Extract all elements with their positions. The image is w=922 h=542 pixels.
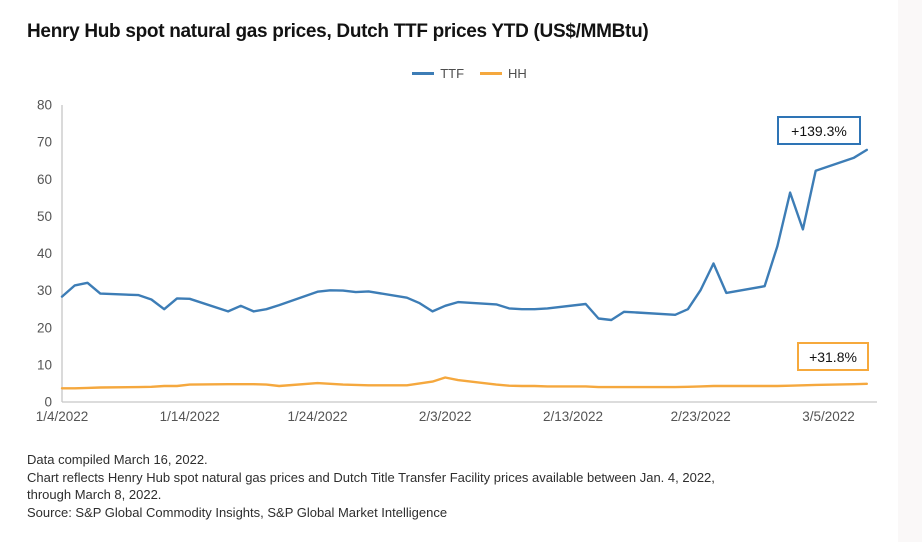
legend-line-swatch-ttf — [412, 72, 435, 75]
y-axis-tick-label: 20 — [37, 320, 52, 335]
hh-ytd-change-annotation: +31.8% — [797, 342, 869, 371]
x-axis-tick-label: 2/23/2022 — [671, 409, 731, 424]
x-axis-tick-label: 1/4/2022 — [36, 409, 89, 424]
x-axis-tick-label: 3/5/2022 — [802, 409, 855, 424]
footnote-description-line1: Chart reflects Henry Hub spot natural ga… — [27, 469, 715, 485]
y-axis-tick-label: 0 — [44, 395, 52, 410]
series-line-ttf — [60, 148, 868, 322]
ttf-ytd-change-annotation: +139.3% — [777, 116, 861, 145]
legend-label-hh: HH — [508, 66, 527, 81]
x-axis-tick-label: 2/3/2022 — [419, 409, 472, 424]
x-axis-tick-label: 1/14/2022 — [160, 409, 220, 424]
footnote-description-line2: through March 8, 2022. — [27, 487, 162, 502]
x-axis-tick-label: 2/13/2022 — [543, 409, 603, 424]
y-axis-tick-label: 50 — [37, 209, 52, 224]
y-axis-tick-label: 80 — [37, 98, 52, 113]
y-axis-tick-label: 10 — [37, 357, 52, 372]
footnote-source: Source: S&P Global Commodity Insights, S… — [27, 504, 448, 520]
chart-title: Henry Hub spot natural gas prices, Dutch… — [27, 21, 649, 42]
legend-item-ttf: TTF — [412, 66, 464, 81]
footnote-compiled-date: Data compiled March 16, 2022. — [27, 452, 208, 467]
chart-legend: TTF HH — [62, 66, 877, 81]
y-axis-tick-label: 60 — [37, 172, 52, 187]
x-axis-tick-label: 1/24/2022 — [287, 409, 347, 424]
legend-line-swatch-hh — [480, 72, 503, 75]
y-axis-tick-label: 70 — [37, 135, 52, 150]
footnotes-block: Data compiled March 16, 2022. Chart refl… — [27, 451, 907, 521]
legend-label-ttf: TTF — [440, 66, 465, 81]
y-axis-tick-label: 40 — [37, 246, 52, 261]
screenshot-right-margin — [898, 0, 922, 542]
legend-item-hh: HH — [480, 66, 527, 81]
y-axis-tick-label: 30 — [37, 283, 52, 298]
series-line-hh — [60, 376, 868, 390]
